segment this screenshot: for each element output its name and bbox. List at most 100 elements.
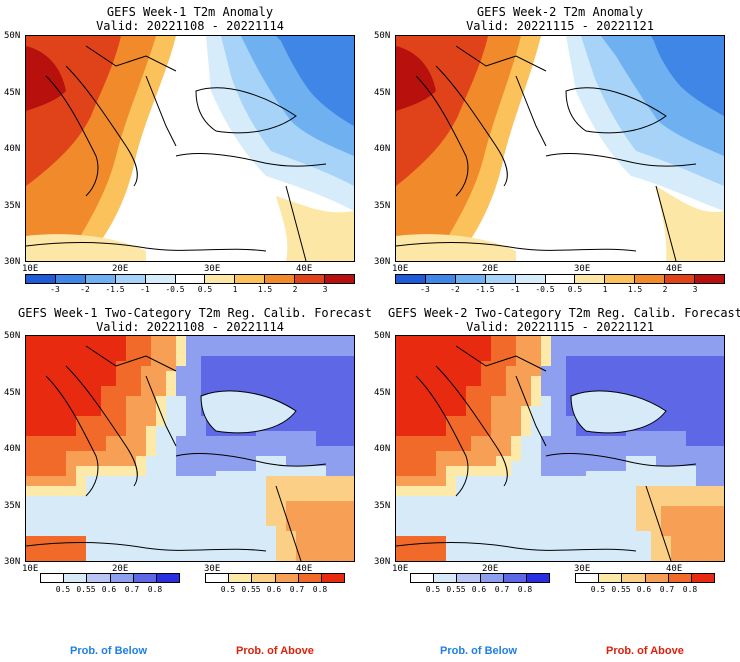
cbar-label: 0.7 (659, 585, 675, 594)
cbar-label: 0.5 (220, 585, 236, 594)
panel1-lon-40: 40E (296, 264, 313, 274)
panel4-valid: Valid: 20221115 - 20221121 (466, 320, 654, 334)
panel1-title: GEFS Week-1 T2m Anomaly (106, 5, 274, 19)
panel1-lat-40: 40N (4, 144, 21, 154)
below-bin (87, 574, 111, 582)
cbar-label: 1.5 (627, 285, 643, 294)
anomaly-bin (635, 275, 666, 283)
panel2-anomaly-colorbar (395, 274, 725, 284)
cbar-label: 3 (692, 285, 698, 294)
anomaly-bin (396, 275, 426, 283)
panel3-lon-10: 10E (22, 564, 39, 574)
above-bin (206, 574, 230, 582)
cbar-label: -3 (420, 285, 430, 294)
cbar-label: 0.6 (636, 585, 652, 594)
panel2-lon-10: 10E (392, 264, 409, 274)
panel4-lon-10: 10E (392, 564, 409, 574)
panel4-title: GEFS Week-2 Two-Category T2m Reg. Calib.… (388, 306, 740, 320)
panel4-lat-45: 45N (374, 388, 391, 398)
panel3-probability-map (25, 335, 355, 562)
cbar-label: 0.55 (76, 585, 96, 594)
cbar-label: 2 (292, 285, 298, 294)
cbar-label: 0.55 (611, 585, 631, 594)
panel4-below-colorbar (410, 573, 550, 583)
panel4-lat-50: 50N (374, 331, 391, 341)
cbar-label: 1 (602, 285, 608, 294)
panel3-above-colorbar (205, 573, 345, 583)
cbar-label: 0.7 (494, 585, 510, 594)
panel2-lon-30: 30E (574, 264, 591, 274)
cbar-label: -0.5 (535, 285, 555, 294)
panel2-lat-45: 45N (374, 88, 391, 98)
panel3-lat-50: 50N (4, 331, 21, 341)
panel1-lon-10: 10E (22, 264, 39, 274)
cbar-label: 1 (232, 285, 238, 294)
above-bin (298, 574, 322, 582)
panel4-lat-30: 30N (374, 557, 391, 567)
anomaly-bin (175, 275, 206, 283)
above-bin (321, 574, 345, 582)
below-bin (480, 574, 504, 582)
panel3-lon-40: 40E (296, 564, 313, 574)
panel4-above-colorbar (575, 573, 715, 583)
panel2-lat-35: 35N (374, 201, 391, 211)
cbar-label: 0.6 (266, 585, 282, 594)
cbar-label: -1 (510, 285, 520, 294)
cbar-label: 0.7 (289, 585, 305, 594)
cbar-label: -2 (80, 285, 90, 294)
panel2-lon-20: 20E (482, 264, 499, 274)
cbar-label: 0.8 (147, 585, 163, 594)
panel4-lat-35: 35N (374, 501, 391, 511)
cbar-label: 0.8 (312, 585, 328, 594)
below-bin (110, 574, 134, 582)
cbar-label: -0.5 (165, 285, 185, 294)
anomaly-bin (455, 275, 486, 283)
anomaly-bin (325, 275, 354, 283)
panel1-anomaly-map (25, 35, 355, 262)
cbar-label: 0.7 (124, 585, 140, 594)
anomaly-bin (115, 275, 146, 283)
panel4-lat-40: 40N (374, 444, 391, 454)
anomaly-bin (295, 275, 326, 283)
anomaly-bin (515, 275, 546, 283)
anomaly-bin (55, 275, 86, 283)
panel3-lat-30: 30N (4, 557, 21, 567)
below-bin (503, 574, 527, 582)
above-bin (622, 574, 646, 582)
above-bin (229, 574, 253, 582)
cbar-label: -1.5 (475, 285, 495, 294)
anomaly-bin (265, 275, 296, 283)
panel1-lat-45: 45N (4, 88, 21, 98)
cbar-label: 0.5 (590, 585, 606, 594)
above-bin (252, 574, 276, 582)
anomaly-bin (145, 275, 176, 283)
above-bin (576, 574, 600, 582)
panel1-lon-30: 30E (204, 264, 221, 274)
panel4-probability-map (395, 335, 725, 562)
panel1-lon-20: 20E (112, 264, 129, 274)
panel3-below-colorbar (40, 573, 180, 583)
anomaly-bin (205, 275, 236, 283)
cbar-label: -3 (50, 285, 60, 294)
panel4-lon-20: 20E (482, 564, 499, 574)
above-bin (668, 574, 692, 582)
above-bin (691, 574, 715, 582)
cbar-label: 0.5 (567, 285, 583, 294)
panel3-title: GEFS Week-1 Two-Category T2m Reg. Calib.… (18, 306, 373, 320)
panel4-lon-40: 40E (666, 564, 683, 574)
cbar-label: -1 (140, 285, 150, 294)
panel3-lon-20: 20E (112, 564, 129, 574)
cbar-label: 0.5 (197, 285, 213, 294)
panel4-lon-30: 30E (574, 564, 591, 574)
cbar-label: 0.5 (55, 585, 71, 594)
panel2-lat-30: 30N (374, 257, 391, 267)
panel3-legend-below: Prob. of Below (70, 645, 147, 657)
panel3-lat-40: 40N (4, 444, 21, 454)
cbar-label: 1.5 (257, 285, 273, 294)
above-bin (645, 574, 669, 582)
cbar-label: 0.8 (682, 585, 698, 594)
cbar-label: 0.5 (425, 585, 441, 594)
anomaly-bin (425, 275, 456, 283)
anomaly-bin (695, 275, 724, 283)
panel1-lat-30: 30N (4, 257, 21, 267)
